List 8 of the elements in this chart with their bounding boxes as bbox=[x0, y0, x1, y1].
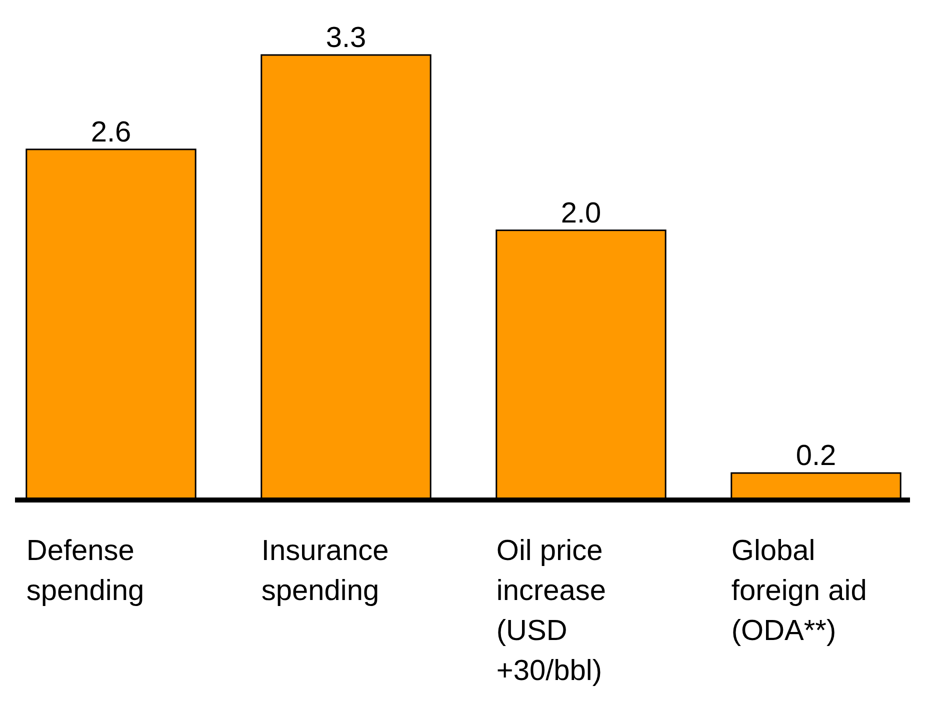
x-tick-label: Defense spending bbox=[26, 535, 144, 607]
data-label: 0.2 bbox=[796, 440, 836, 472]
data-label: 2.0 bbox=[560, 197, 602, 230]
data-label: 2.6 bbox=[90, 116, 132, 148]
x-tick-label: Insurance spending bbox=[261, 535, 389, 607]
x-tick-label: Global foreign aid (ODA**) bbox=[731, 535, 867, 647]
data-label: 3.3 bbox=[326, 22, 366, 54]
x-tick-label: Oil price increase (USD +30/bbl) bbox=[496, 535, 606, 687]
